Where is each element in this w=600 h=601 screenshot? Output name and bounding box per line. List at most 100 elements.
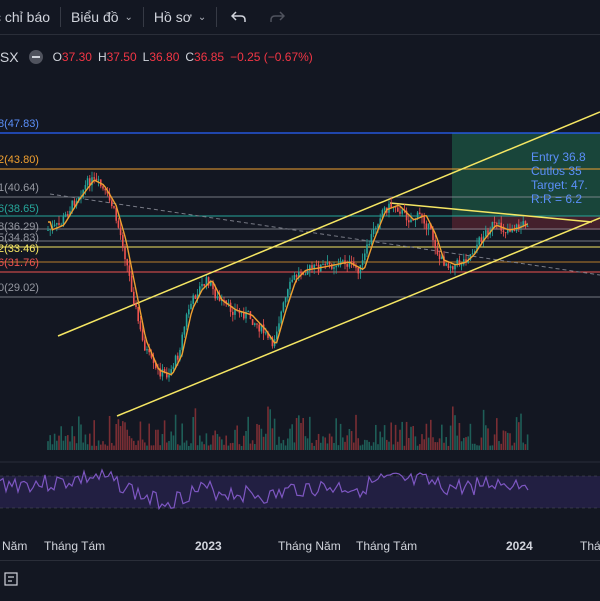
volume-bar [243, 435, 245, 450]
volume-bar [372, 442, 375, 450]
candle-body [526, 225, 529, 227]
volume-bar [392, 444, 395, 450]
volume-bar [249, 443, 252, 450]
volume-bar [84, 434, 87, 450]
candle-body [454, 263, 456, 270]
candle-body [471, 253, 474, 255]
candle-body [240, 311, 243, 314]
undo-button[interactable] [217, 0, 261, 34]
volume-bar [353, 442, 355, 450]
candle-body [227, 302, 230, 304]
indicators-button[interactable]: c chỉ báo [0, 0, 60, 34]
volume-bar [240, 445, 243, 450]
candle-body [522, 221, 524, 226]
volume-bar [482, 409, 485, 450]
volume-bar [115, 423, 117, 450]
candle-body [436, 248, 439, 255]
candle-body [159, 368, 161, 377]
candle-body [113, 206, 115, 208]
fib-level-label: 6(31.76) [0, 257, 39, 269]
candle-body [331, 264, 333, 269]
redo-button[interactable] [261, 0, 293, 34]
candle-body [130, 275, 133, 292]
volume-bar [500, 443, 502, 450]
volume-bar [445, 437, 447, 450]
candle-body [53, 224, 56, 227]
bottom-bar [0, 560, 600, 601]
calculator-icon[interactable] [4, 571, 20, 587]
volume-bar [366, 440, 368, 450]
volume-bar [258, 424, 260, 450]
volume-bar [192, 417, 194, 450]
volume-bar [207, 445, 210, 450]
candle-body [71, 200, 73, 211]
candle-body [212, 282, 214, 290]
volume-bar [126, 429, 128, 450]
volume-bar [509, 433, 511, 450]
eye-icon[interactable] [28, 50, 43, 64]
volume-bar [302, 417, 304, 450]
volume-bar [139, 421, 142, 450]
volume-bar [313, 445, 315, 450]
axis-label: 2024 [506, 539, 533, 553]
candle-body [427, 223, 430, 229]
volume-bar [430, 419, 432, 450]
candle-body [47, 229, 49, 231]
volume-bar [476, 445, 478, 450]
candle-body [108, 193, 111, 201]
volume-bar [119, 426, 122, 450]
candlestick-series [47, 171, 529, 382]
dashed-trendline[interactable] [49, 193, 600, 276]
candle-body [199, 286, 201, 295]
candle-body [361, 260, 364, 266]
candle-body [509, 229, 511, 232]
volume-bar [331, 436, 333, 450]
volume-bar [357, 438, 359, 450]
axis-label: Tháng Tám [44, 539, 106, 553]
volume-bar [414, 436, 417, 450]
candle-body [174, 355, 177, 367]
volume-bar [223, 444, 225, 450]
symbol-name[interactable]: ISX [0, 49, 19, 65]
candle-body [243, 311, 245, 319]
candle-body [280, 311, 282, 324]
volume-bar [280, 443, 282, 450]
candle-body [410, 219, 412, 223]
volume-bar [471, 443, 474, 450]
volume-bar [251, 440, 254, 450]
volume-bar [441, 424, 443, 450]
volume-bar [128, 435, 131, 450]
volume-bar [317, 433, 320, 450]
price-chart[interactable]: 8(47.83) 2(43.80) 1(40.64) 6(38.65) 8(36.29)… [0, 70, 600, 530]
toolbar-divider [216, 7, 218, 27]
volume-bar [111, 442, 113, 450]
price-channel[interactable] [57, 111, 600, 417]
candle-body [390, 203, 392, 208]
volume-bar [474, 443, 476, 450]
volume-bar [170, 431, 172, 450]
candle-body [49, 229, 51, 231]
change-value: −0.25 (−0.67%) [230, 50, 313, 64]
volume-bar [496, 418, 498, 450]
volume-bar [522, 442, 524, 450]
volume-bar [278, 436, 280, 450]
volume-bar [75, 443, 78, 450]
candle-body [304, 274, 307, 276]
candle-body [394, 206, 397, 208]
time-axis[interactable]: Năm Tháng Tám 2023 Tháng Năm Tháng Tám 2… [0, 536, 600, 556]
candle-body [245, 311, 247, 319]
chart-type-button[interactable]: Biểu đồ ⌄ [61, 0, 143, 34]
candle-body [117, 220, 120, 228]
volume-bar [364, 439, 366, 450]
volume-bar [71, 426, 73, 450]
volume-bar [212, 435, 214, 450]
volume-bar [62, 440, 65, 450]
volume-bar [67, 435, 69, 450]
candle-body [144, 340, 146, 351]
candle-body [342, 260, 344, 262]
candle-body [64, 214, 67, 217]
chevron-down-icon: ⌄ [197, 11, 207, 23]
volume-bar [269, 409, 271, 450]
volume-bar [291, 424, 293, 450]
profile-button[interactable]: Hồ sơ ⌄ [144, 0, 216, 34]
